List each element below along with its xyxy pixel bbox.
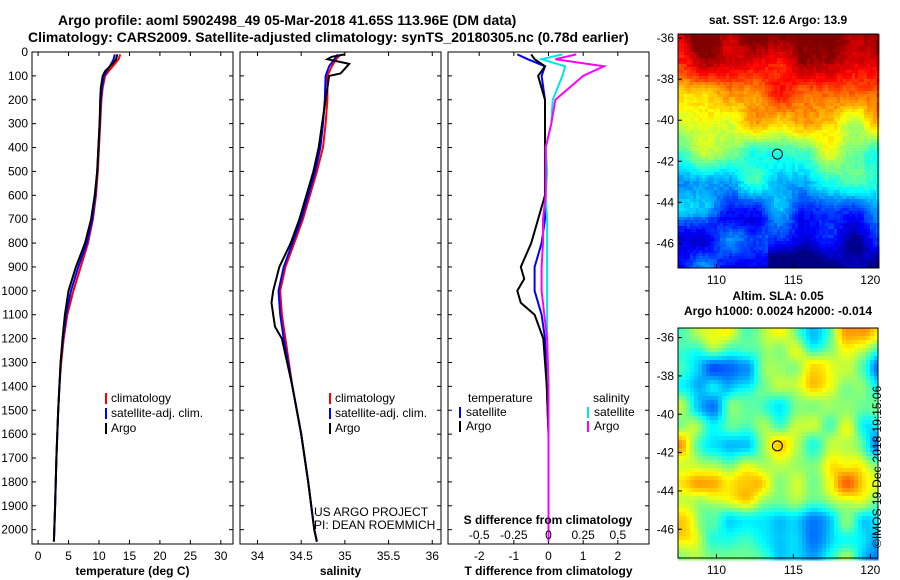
- map-y-tick-label: -36: [657, 331, 675, 345]
- x-tick-label: 0: [35, 549, 42, 563]
- float-location-marker: [771, 148, 783, 160]
- x-tick-label: 20: [153, 549, 167, 563]
- plot-frame-salinity: [239, 51, 442, 545]
- legend-label: climatology: [111, 391, 171, 405]
- depth-tick-label: 1800: [1, 475, 28, 489]
- map-x-tick-label: 120: [860, 273, 880, 287]
- x-tick-label: 1: [580, 549, 587, 563]
- map-y-tick-label: -46: [657, 236, 675, 250]
- map-y-tick-label: -44: [657, 484, 675, 498]
- x-axis-label: T difference from climatology: [464, 564, 632, 578]
- legend-label: Argo: [466, 419, 492, 433]
- depth-tick-label: 1000: [1, 284, 28, 298]
- map-y-tick-label: -38: [657, 72, 675, 86]
- legend-label: satellite-adj. clim.: [335, 406, 427, 420]
- x-tick-label: 34.5: [289, 549, 313, 563]
- x-tick-label: 34: [251, 549, 265, 563]
- series-line-difference: [540, 53, 608, 542]
- map-x-tick-label: 115: [784, 563, 803, 577]
- depth-tick-label: 1600: [1, 427, 28, 441]
- float-location-marker: [771, 440, 783, 452]
- x-tick-label: 35: [338, 549, 352, 563]
- chart-title-line2: Climatology: CARS2009. Satellite-adjuste…: [28, 29, 629, 45]
- depth-tick-label: 1300: [1, 355, 28, 369]
- map-y-tick-label: -42: [657, 446, 675, 460]
- depth-tick-label: 800: [8, 236, 28, 250]
- series-line-temperature: [52, 54, 119, 542]
- depth-tick-label: 300: [8, 117, 28, 131]
- map-y-tick-label: -40: [657, 407, 675, 421]
- sla-map-title: Altim. SLA: 0.05: [732, 289, 824, 303]
- map-y-tick-label: -38: [657, 369, 675, 383]
- depth-tick-label: 1400: [1, 379, 28, 393]
- depth-tick-label: 1100: [2, 308, 28, 322]
- plot-frame-temperature: [31, 51, 234, 545]
- sla-map-subtitle: Argo h1000: 0.0024 h2000: -0.014: [684, 304, 872, 318]
- legend-label: satellite: [594, 405, 635, 419]
- depth-tick-label: 200: [8, 93, 28, 107]
- x-tick-label: 15: [123, 549, 137, 563]
- map-x-tick-label: 110: [707, 563, 726, 577]
- depth-tick-label: 100: [8, 69, 28, 83]
- x-tick-label: 2: [614, 549, 621, 563]
- x-axis-label: temperature (deg C): [75, 564, 189, 578]
- legend-header: salinity: [593, 391, 630, 405]
- depth-tick-label: 1500: [1, 403, 28, 417]
- map-x-tick-label: 110: [707, 273, 726, 287]
- map-frame: [677, 327, 879, 559]
- salinity-diff-tick-label: 0.25: [571, 528, 595, 542]
- depth-tick-label: 1700: [1, 451, 28, 465]
- x-tick-label: 30: [214, 549, 228, 563]
- legend-label: satellite-adj. clim.: [111, 406, 203, 420]
- map-x-tick-label: 120: [860, 563, 880, 577]
- legend-label: Argo: [335, 421, 361, 435]
- depth-tick-label: 900: [8, 260, 28, 274]
- depth-tick-label: 1900: [1, 499, 28, 513]
- map-y-tick-label: -40: [657, 113, 675, 127]
- depth-tick-label: 0: [21, 236, 28, 250]
- x-tick-label: -2: [474, 549, 485, 563]
- x-tick-label: 10: [92, 549, 106, 563]
- map-sla-map: [678, 328, 879, 561]
- x-tick-label: -1: [509, 549, 520, 563]
- series-line-salinity: [270, 53, 352, 542]
- depth-tick-label: 1200: [1, 332, 28, 346]
- salinity-diff-label: S difference from climatology: [464, 513, 633, 527]
- x-tick-label: 35.5: [377, 549, 401, 563]
- salinity-diff-tick-label: -0.5: [469, 528, 490, 542]
- x-axis-label: salinity: [320, 564, 362, 578]
- depth-tick-label: 500: [8, 164, 28, 178]
- legend-label: satellite: [466, 405, 507, 419]
- x-tick-label: 25: [184, 549, 198, 563]
- x-tick-label: 5: [65, 549, 72, 563]
- chart-title-line1: Argo profile: aoml 5902498_49 05-Mar-201…: [58, 12, 517, 28]
- map-y-tick-label: -42: [657, 154, 675, 168]
- copyright-notice: ©IMOS 19-Dec-2018 19:15:06: [870, 385, 884, 548]
- salinity-diff-tick-label: -0.25: [500, 528, 528, 542]
- sst-map-title: sat. SST: 12.6 Argo: 13.9: [709, 13, 848, 27]
- depth-tick-label: 400: [8, 141, 28, 155]
- map-y-tick-label: -46: [657, 522, 675, 536]
- legend-label: Argo: [111, 421, 137, 435]
- map-frame: [677, 33, 879, 269]
- annotation-text: PI: DEAN ROEMMICH: [314, 518, 435, 532]
- salinity-diff-tick-label: 0.5: [609, 528, 626, 542]
- legend-label: Argo: [594, 419, 620, 433]
- depth-tick-label: 0: [21, 45, 28, 59]
- annotation-text: US ARGO PROJECT: [314, 505, 429, 519]
- x-tick-label: 0: [545, 549, 552, 563]
- map-y-tick-label: -36: [657, 31, 675, 45]
- map-sst-map: [678, 34, 880, 269]
- map-x-tick-label: 115: [784, 273, 803, 287]
- depth-tick-label: 2000: [1, 523, 28, 537]
- depth-tick-label: 600: [8, 188, 28, 202]
- legend-header: temperature: [468, 391, 533, 405]
- depth-tick-label: 700: [8, 212, 28, 226]
- salinity-diff-tick-label: 0: [545, 528, 552, 542]
- legend-label: climatology: [335, 391, 395, 405]
- map-y-tick-label: -44: [657, 195, 675, 209]
- x-tick-label: 36: [426, 549, 440, 563]
